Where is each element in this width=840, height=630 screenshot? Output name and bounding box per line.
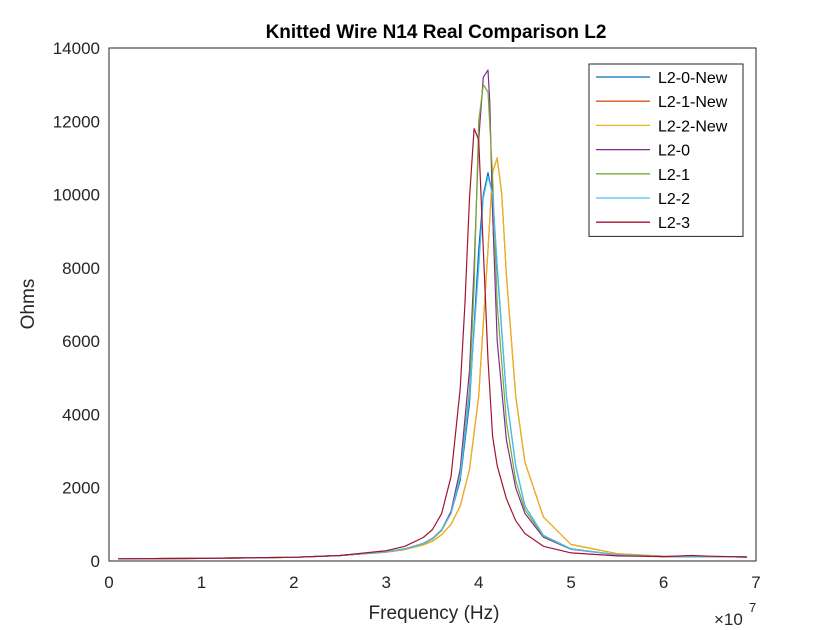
legend-label: L2-2-New: [658, 118, 728, 135]
legend-label: L2-1-New: [658, 94, 728, 111]
y-tick-label: 4000: [62, 405, 100, 424]
series-line-L2-3: [118, 128, 747, 560]
legend-label: L2-3: [658, 215, 690, 232]
y-axis-label: Ohms: [18, 279, 39, 330]
legend-label: L2-2: [658, 191, 690, 208]
y-tick-label: 8000: [62, 259, 100, 278]
x-tick-label: 1: [197, 573, 206, 592]
x-tick-label: 7: [751, 573, 760, 592]
series-line-L2-2: [118, 175, 747, 560]
y-tick-label: 14000: [53, 39, 100, 58]
legend-label: L2-0: [658, 143, 690, 160]
legend-label: L2-1: [658, 167, 690, 184]
x-tick-label: 4: [474, 573, 483, 592]
x-tick-label: 3: [382, 573, 391, 592]
x-tick-label: 6: [659, 573, 668, 592]
x-exponent-label: ×10 7: [714, 600, 756, 629]
chart-title: Knitted Wire N14 Real Comparison L2: [266, 22, 607, 43]
y-tick-label: 0: [91, 552, 100, 571]
x-tick-label: 5: [566, 573, 575, 592]
x-tick-label: 0: [104, 573, 113, 592]
y-tick-label: 6000: [62, 332, 100, 351]
x-exponent-power: 7: [749, 600, 756, 615]
x-axis-label: Frequency (Hz): [369, 603, 500, 624]
y-tick-label: 10000: [53, 186, 100, 205]
legend: L2-0-New L2-1-New L2-2-New L2-0 L2-1 L2-2 L2-3: [588, 63, 744, 237]
y-tick-label: 2000: [62, 479, 100, 498]
axes-box: [108, 47, 757, 562]
x-tick-label: 2: [289, 573, 298, 592]
legend-label: L2-0-New: [658, 70, 728, 87]
x-exponent-base: ×10: [714, 610, 743, 629]
y-tick-label: 12000: [53, 112, 100, 131]
